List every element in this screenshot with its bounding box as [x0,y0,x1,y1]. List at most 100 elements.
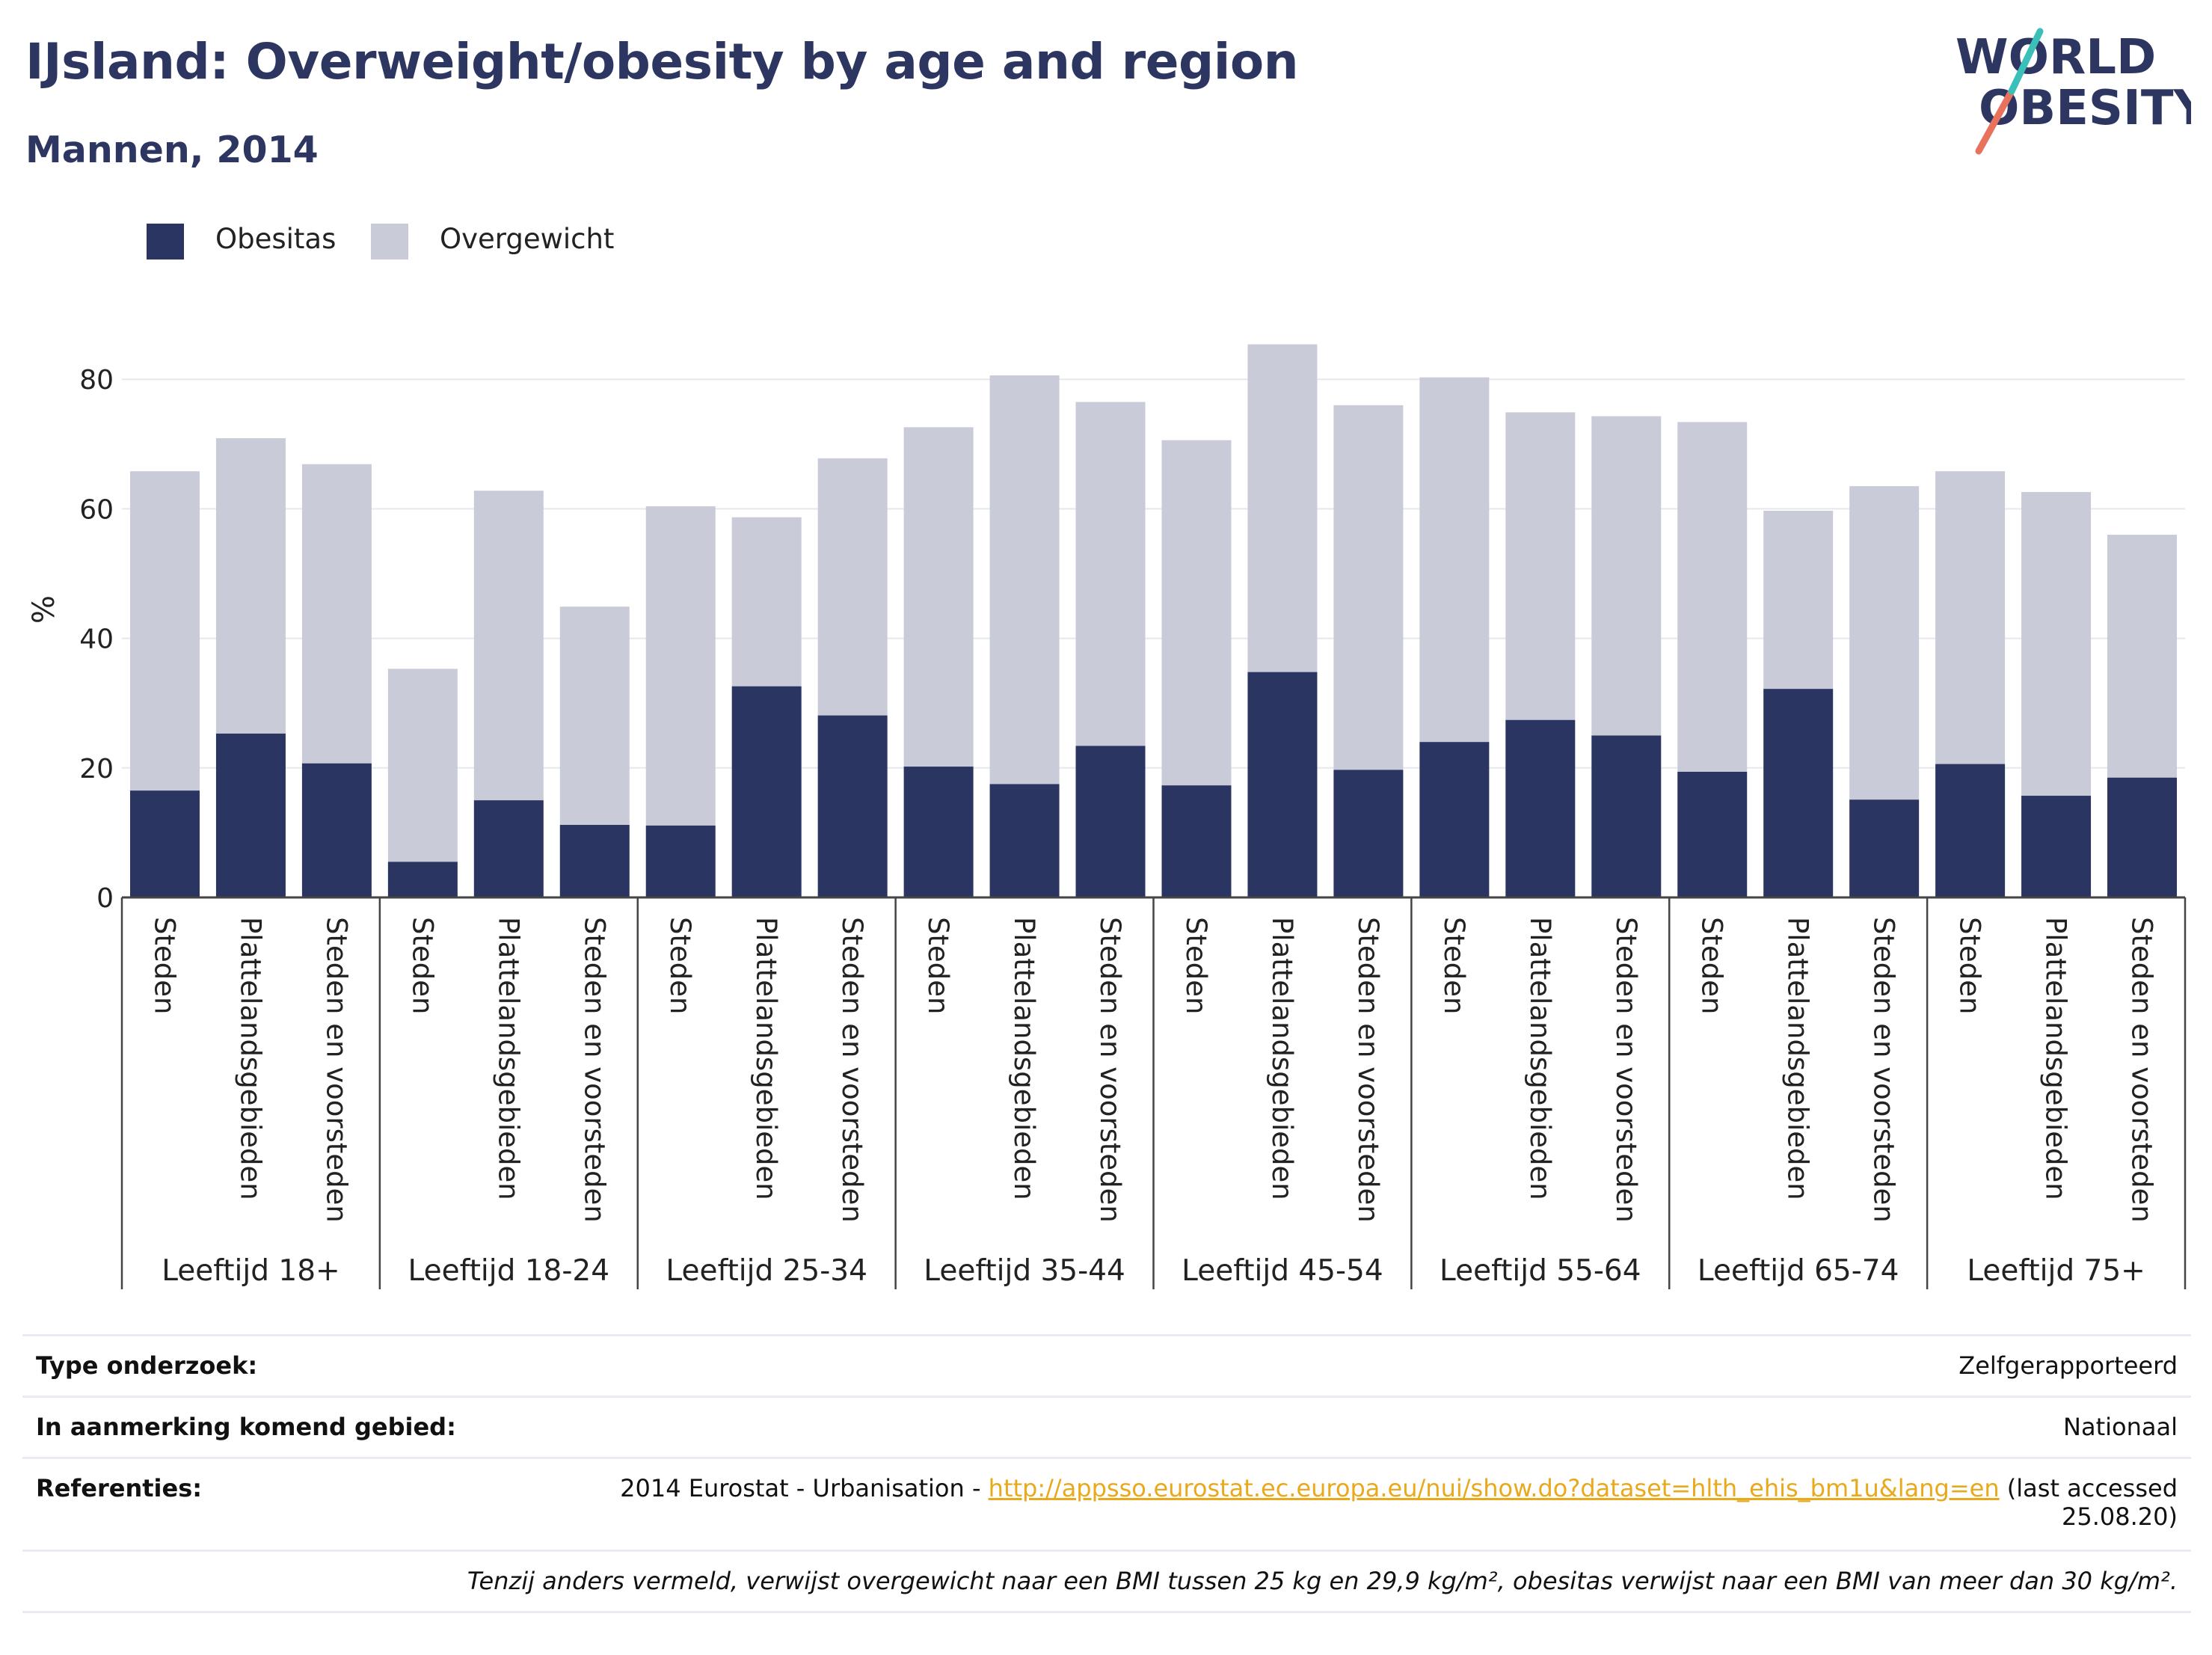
info-row-survey-type: Type onderzoek: Zelfgerapporteerd [22,1334,2191,1395]
bar-obesitas [1763,689,1834,897]
x-category-label: Plattelandsgebieden [1008,917,1040,1200]
x-category-label: Plattelandsgebieden [750,917,782,1200]
bar-obesitas [215,733,286,897]
info-row-area: In aanmerking komend gebied: Nationaal [22,1395,2191,1457]
x-category-label: Steden [1954,917,1986,1014]
bar-overgewicht [989,375,1060,784]
bar-obesitas [2107,777,2178,897]
bar-overgewicht [1247,344,1318,672]
references-label: Referenties: [36,1474,203,1502]
x-group-label: Leeftijd 55-64 [1440,1254,1641,1288]
y-axis-label: % [27,595,61,624]
references-date: 25.08.20) [2062,1502,2178,1531]
x-group-label: Leeftijd 75+ [1967,1254,2145,1288]
bar-overgewicht [731,517,802,687]
x-category-label: Steden [406,917,438,1014]
legend-swatch-obesitas [147,224,184,260]
x-category-label: Steden en voorsteden [2126,917,2158,1223]
x-category-label: Steden [1438,917,1470,1014]
x-category-label: Steden [1696,917,1728,1014]
area-value: Nationaal [2063,1413,2178,1441]
bar-obesitas [731,686,802,897]
bar-obesitas [1849,799,1920,897]
bar-overgewicht [559,607,630,826]
x-category-label: Steden [922,917,954,1014]
bar-overgewicht [387,669,458,862]
x-group-label: Leeftijd 25-34 [666,1254,867,1288]
bar-overgewicht [1505,412,1576,720]
bar-obesitas [1591,735,1662,897]
bar-obesitas [989,784,1060,897]
bar-obesitas [1935,764,2006,897]
y-tick-label: 20 [79,754,114,784]
x-category-label: Plattelandsgebieden [234,917,266,1200]
bar-overgewicht [1161,440,1232,786]
bar-obesitas [1247,672,1318,897]
x-group-label: Leeftijd 18+ [162,1254,340,1288]
chart-title: IJsland: Overweight/obesity by age and r… [25,33,1299,90]
x-category-label: Plattelandsgebieden [2040,917,2072,1200]
info-row-note: Tenzij anders vermeld, verwijst overgewi… [22,1550,2191,1611]
area-label: In aanmerking komend gebied: [36,1413,456,1441]
x-category-label: Steden en voorsteden [836,917,868,1223]
bar-overgewicht [1591,416,1662,736]
y-tick-label: 40 [79,624,114,655]
survey-type-label: Type onderzoek: [36,1351,258,1380]
legend-label-obesitas: Obesitas [215,223,337,255]
bar-obesitas [473,800,544,897]
x-group-label: Leeftijd 45-54 [1182,1254,1383,1288]
logo-line-1: WORLD [1956,30,2156,85]
y-tick-label: 0 [96,883,114,914]
bar-overgewicht [645,506,716,826]
bar-overgewicht [2021,491,2092,796]
y-tick-label: 60 [79,494,114,525]
x-category-label: Steden en voorsteden [1868,917,1900,1223]
bar-obesitas [1419,742,1490,897]
x-category-label: Plattelandsgebieden [1524,917,1556,1200]
bar-overgewicht [129,471,200,791]
x-category-label: Plattelandsgebieden [1266,917,1298,1200]
bar-overgewicht [215,438,286,734]
references-suffix: (last accessed [1999,1474,2178,1502]
bar-overgewicht [1419,377,1490,743]
legend-swatch-overgewicht [371,224,408,260]
bar-obesitas [301,763,372,897]
x-category-label: Steden en voorsteden [1094,917,1126,1223]
x-category-label: Steden en voorsteden [1610,917,1642,1223]
bar-overgewicht [1333,405,1404,770]
x-group-label: Leeftijd 35-44 [924,1254,1125,1288]
bar-obesitas [645,825,716,897]
references-prefix: 2014 Eurostat - Urbanisation - [620,1474,989,1502]
info-row-references: Referenties: 2014 Eurostat - Urbanisatio… [22,1457,2191,1550]
x-category-label: Steden [148,917,180,1014]
world-obesity-logo: WORLD OBESITY [1956,28,2191,155]
bar-overgewicht [1849,486,1920,800]
bar-obesitas [903,767,974,897]
x-category-label: Steden [664,917,696,1014]
x-category-label: Plattelandsgebieden [1782,917,1814,1200]
chart-subtitle: Mannen, 2014 [25,129,319,171]
bar-obesitas [387,862,458,897]
x-category-label: Steden en voorsteden [1352,917,1384,1223]
bar-obesitas [1161,785,1232,897]
bar-obesitas [1333,770,1404,897]
x-category-label: Steden en voorsteden [578,917,610,1223]
x-group-label: Leeftijd 18-24 [408,1254,610,1288]
bar-obesitas [129,790,200,897]
bar-obesitas [1075,746,1146,897]
bar-overgewicht [1935,471,2006,764]
survey-type-value: Zelfgerapporteerd [1958,1351,2178,1380]
references-link[interactable]: http://appsso.eurostat.ec.europa.eu/nui/… [988,1474,2000,1502]
x-category-label: Steden [1180,917,1212,1014]
bar-overgewicht [473,491,544,801]
bar-overgewicht [2107,535,2178,778]
bar-overgewicht [903,427,974,767]
bmi-note: Tenzij anders vermeld, verwijst overgewi… [467,1567,2178,1595]
bar-obesitas [817,715,888,897]
bar-obesitas [559,825,630,897]
bar-overgewicht [301,464,372,764]
y-tick-label: 80 [79,365,114,396]
references-value: 2014 Eurostat - Urbanisation - http://ap… [620,1474,2178,1531]
bar-obesitas [2021,796,2092,897]
bar-overgewicht [1763,510,1834,690]
